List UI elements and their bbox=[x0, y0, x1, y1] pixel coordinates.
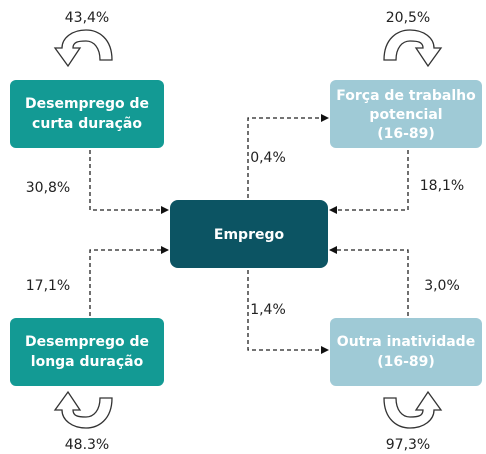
loop-label: 43,4% bbox=[65, 10, 109, 26]
node-label: (16-89) bbox=[377, 354, 435, 370]
loop-arrow bbox=[383, 390, 443, 429]
edge bbox=[247, 270, 329, 354]
edge-label: 3,0% bbox=[424, 278, 460, 294]
edges bbox=[89, 114, 409, 354]
edge-label: 1,4% bbox=[250, 302, 286, 318]
loop-label: 48.3% bbox=[65, 437, 109, 453]
node: Desemprego de longa duração bbox=[10, 318, 164, 386]
loop-arrow bbox=[383, 29, 443, 68]
node-label: Desemprego de bbox=[25, 334, 149, 350]
node: Emprego bbox=[170, 200, 328, 268]
edge-label: 18,1% bbox=[420, 178, 464, 194]
edge-label: 17,1% bbox=[26, 278, 70, 294]
node-label: (16-89) bbox=[377, 126, 435, 142]
node-label: Desemprego de bbox=[25, 96, 149, 112]
edge bbox=[247, 114, 329, 198]
node-label: Outra inatividade bbox=[337, 334, 475, 350]
self-loops bbox=[53, 29, 443, 429]
loop-label: 20,5% bbox=[386, 10, 430, 26]
node: Outra inatividade (16-89) bbox=[330, 318, 482, 386]
node-label: potencial bbox=[369, 107, 442, 123]
node: Desemprego de curta duração bbox=[10, 80, 164, 148]
node-label: Força de trabalho bbox=[336, 88, 476, 104]
edge bbox=[329, 246, 409, 316]
node-label: longa duração bbox=[31, 354, 144, 370]
loop-arrow bbox=[53, 29, 113, 68]
node-label: Emprego bbox=[214, 227, 285, 243]
edge bbox=[89, 150, 169, 214]
edge bbox=[329, 150, 409, 214]
node-label: curta duração bbox=[32, 116, 142, 132]
edge-label: 30,8% bbox=[26, 180, 70, 196]
edge bbox=[89, 246, 169, 316]
loop-label: 97,3% bbox=[386, 437, 430, 453]
edge-label: 0,4% bbox=[250, 150, 286, 166]
node: Força de trabalho potencial (16-89) bbox=[330, 80, 482, 148]
loop-arrow bbox=[53, 390, 113, 429]
